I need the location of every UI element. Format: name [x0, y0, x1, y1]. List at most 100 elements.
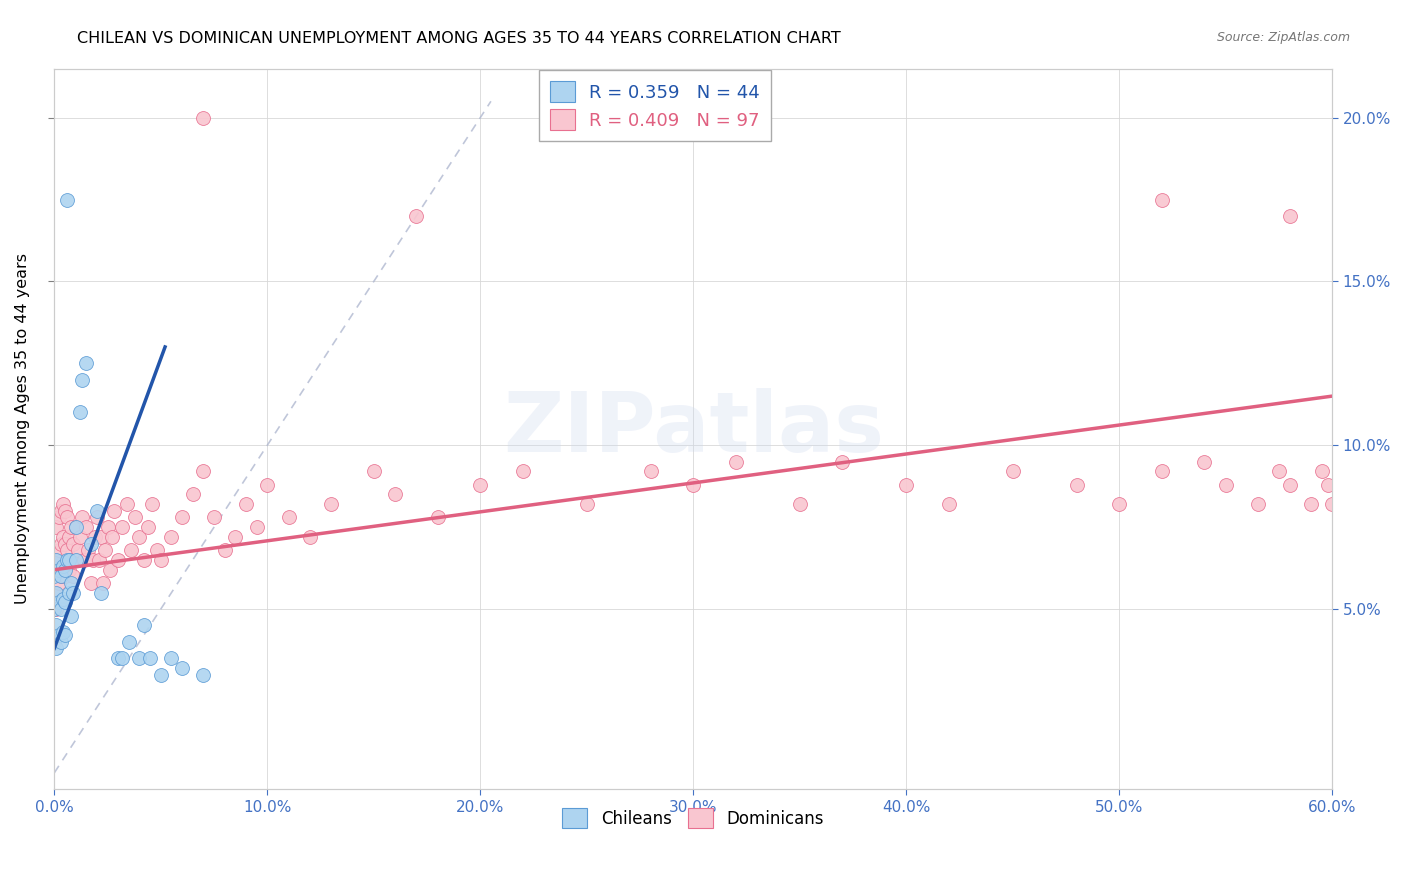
Point	[1310, 465, 1333, 479]
Point	[1278, 209, 1301, 223]
Point	[94, 543, 117, 558]
Point	[115, 497, 138, 511]
Point	[52, 624, 75, 639]
Point	[44, 569, 66, 583]
Point	[44, 602, 66, 616]
Point	[107, 553, 129, 567]
Point	[132, 553, 155, 567]
Point	[256, 477, 278, 491]
Point	[62, 585, 84, 599]
Point	[66, 543, 89, 558]
Point	[149, 553, 172, 567]
Point	[321, 497, 343, 511]
Point	[87, 553, 110, 567]
Point	[1278, 477, 1301, 491]
Point	[70, 510, 93, 524]
Point	[45, 602, 67, 616]
Point	[145, 543, 167, 558]
Point	[101, 530, 124, 544]
Point	[56, 193, 79, 207]
Point	[1316, 477, 1339, 491]
Point	[52, 592, 75, 607]
Point	[45, 618, 67, 632]
Point	[103, 504, 125, 518]
Point	[62, 536, 84, 550]
Point	[193, 465, 215, 479]
Point	[149, 667, 172, 681]
Y-axis label: Unemployment Among Ages 35 to 44 years: Unemployment Among Ages 35 to 44 years	[15, 253, 30, 605]
Point	[77, 543, 100, 558]
Point	[45, 641, 67, 656]
Point	[246, 520, 269, 534]
Point	[48, 628, 70, 642]
Point	[48, 563, 70, 577]
Point	[426, 510, 449, 524]
Point	[49, 569, 72, 583]
Point	[298, 530, 321, 544]
Text: ZIPatlas: ZIPatlas	[503, 388, 884, 469]
Point	[53, 569, 76, 583]
Point	[52, 497, 75, 511]
Point	[58, 530, 80, 544]
Point	[160, 651, 183, 665]
Point	[75, 520, 97, 534]
Point	[132, 618, 155, 632]
Point	[172, 661, 194, 675]
Point	[96, 520, 118, 534]
Point	[58, 585, 80, 599]
Point	[86, 510, 108, 524]
Point	[575, 497, 598, 511]
Point	[79, 536, 101, 550]
Point	[52, 530, 75, 544]
Point	[1215, 477, 1237, 491]
Point	[49, 504, 72, 518]
Point	[48, 595, 70, 609]
Point	[53, 595, 76, 609]
Point	[235, 497, 257, 511]
Point	[69, 405, 91, 419]
Point	[181, 487, 204, 501]
Point	[62, 569, 84, 583]
Point	[52, 563, 75, 577]
Point	[224, 530, 246, 544]
Point	[45, 520, 67, 534]
Point	[49, 569, 72, 583]
Point	[60, 553, 83, 567]
Point	[193, 667, 215, 681]
Point	[86, 504, 108, 518]
Point	[470, 477, 492, 491]
Text: Source: ZipAtlas.com: Source: ZipAtlas.com	[1216, 31, 1350, 45]
Point	[48, 510, 70, 524]
Point	[90, 530, 112, 544]
Point	[128, 530, 150, 544]
Point	[120, 543, 142, 558]
Point	[56, 543, 79, 558]
Point	[1150, 193, 1173, 207]
Point	[48, 575, 70, 590]
Point	[79, 575, 101, 590]
Point	[1194, 455, 1216, 469]
Point	[1246, 497, 1268, 511]
Point	[65, 553, 87, 567]
Point	[69, 530, 91, 544]
Point	[75, 356, 97, 370]
Point	[363, 465, 385, 479]
Point	[49, 602, 72, 616]
Point	[111, 651, 134, 665]
Point	[48, 543, 70, 558]
Point	[682, 477, 704, 491]
Text: CHILEAN VS DOMINICAN UNEMPLOYMENT AMONG AGES 35 TO 44 YEARS CORRELATION CHART: CHILEAN VS DOMINICAN UNEMPLOYMENT AMONG …	[77, 31, 841, 46]
Point	[60, 520, 83, 534]
Point	[58, 563, 80, 577]
Point	[139, 651, 162, 665]
Point	[193, 111, 215, 125]
Point	[53, 628, 76, 642]
Point	[896, 477, 918, 491]
Point	[91, 575, 114, 590]
Point	[160, 530, 183, 544]
Point	[124, 510, 146, 524]
Point	[118, 635, 141, 649]
Point	[831, 455, 853, 469]
Point	[1299, 497, 1322, 511]
Point	[53, 536, 76, 550]
